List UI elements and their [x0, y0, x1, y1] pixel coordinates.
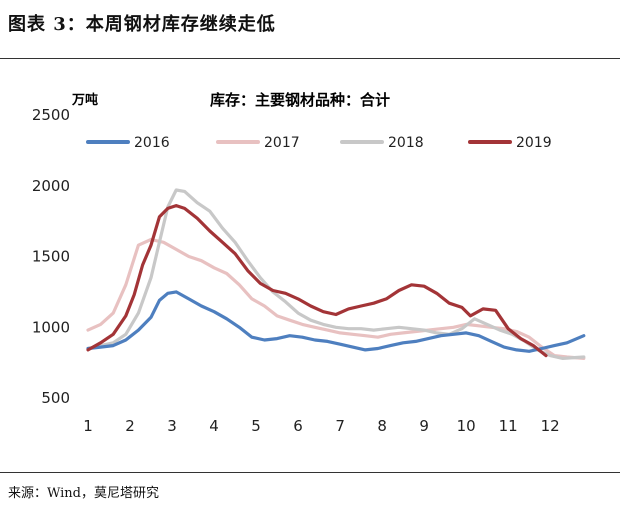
- series-line-2018: [86, 188, 586, 360]
- series-layer: [86, 188, 586, 360]
- line-chart: 库存：主要钢材品种：合计 万吨 2016 2017 2018 2019 500 1000…: [32, 91, 586, 435]
- chart-title: 库存：主要钢材品种：合计: [210, 91, 390, 109]
- x-tick-label: 2: [125, 417, 135, 435]
- series-line-2016: [86, 290, 586, 353]
- x-tick-label: 3: [167, 417, 177, 435]
- legend-label-2018: 2018: [388, 135, 424, 151]
- legend-label-2019: 2019: [516, 135, 552, 151]
- y-tick-label: 500: [41, 389, 70, 407]
- top-rule: [0, 58, 620, 59]
- x-tick-label: 9: [419, 417, 429, 435]
- y-tick-label: 2500: [32, 106, 70, 124]
- x-tick-label: 7: [335, 417, 345, 435]
- legend-label-2016: 2016: [134, 135, 170, 151]
- x-tick-label: 1: [83, 417, 93, 435]
- x-tick-label: 4: [209, 417, 219, 435]
- y-axis-unit: 万吨: [71, 92, 98, 108]
- bottom-rule: [0, 472, 620, 473]
- y-tick-label: 2000: [32, 177, 70, 195]
- x-tick-label: 10: [457, 417, 476, 435]
- source-note: 来源：Wind，莫尼塔研究: [8, 486, 159, 501]
- x-tick-label: 8: [377, 417, 387, 435]
- legend: 2016 2017 2018 2019: [86, 135, 552, 151]
- y-tick-label: 1500: [32, 248, 70, 266]
- y-tick-label: 1000: [32, 318, 70, 336]
- x-tick-label: 5: [251, 417, 261, 435]
- x-tick-label: 11: [499, 417, 518, 435]
- series-line-2019: [86, 204, 548, 358]
- x-tick-label: 6: [293, 417, 303, 435]
- legend-label-2017: 2017: [264, 135, 300, 151]
- figure-title: 图表 3：本周钢材库存继续走低: [8, 14, 276, 35]
- x-tick-label: 12: [541, 417, 560, 435]
